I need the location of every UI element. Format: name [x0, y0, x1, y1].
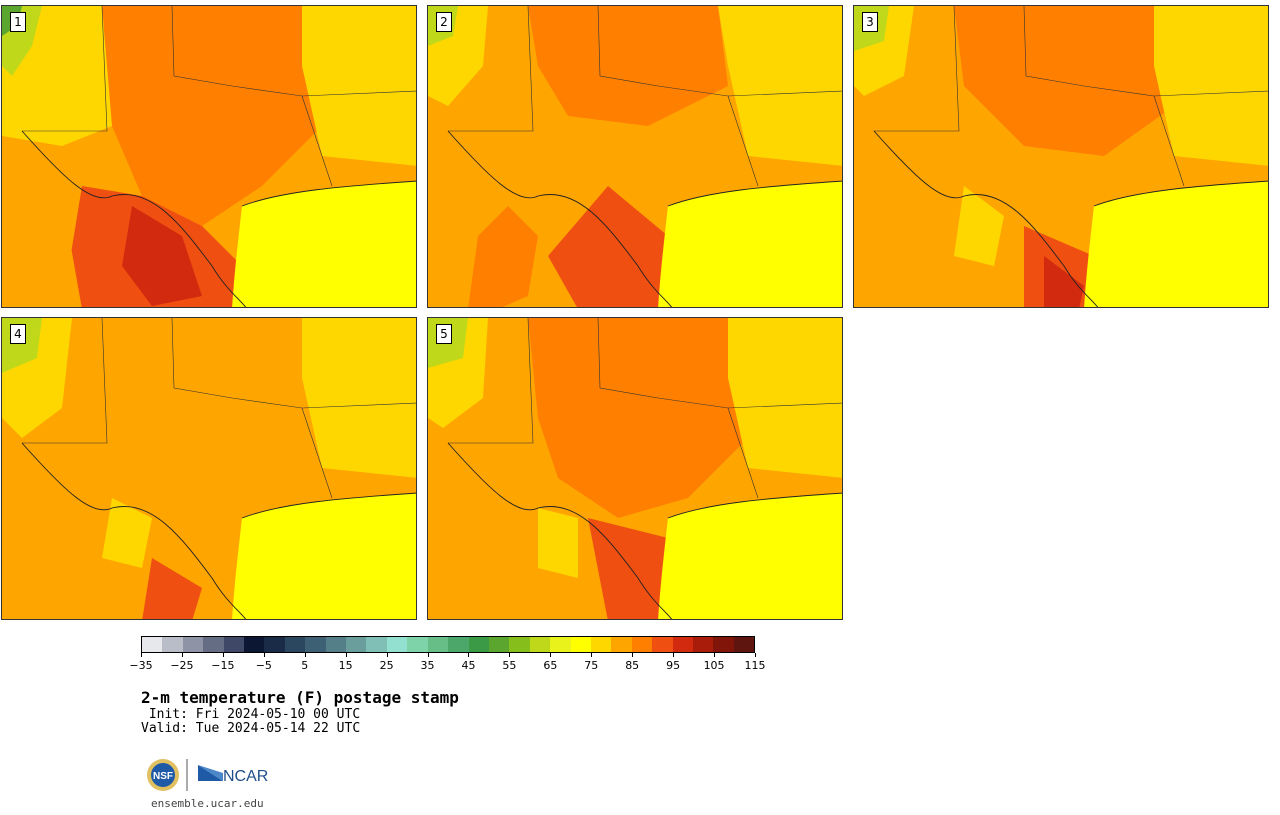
- map-panel-1: 1: [1, 5, 417, 308]
- colorbar-tick-label: −15: [211, 659, 235, 672]
- temperature-map: [428, 318, 842, 619]
- panel-number: 5: [436, 324, 452, 344]
- colorbar-tick: [714, 653, 716, 657]
- colorbar-tick: [345, 653, 347, 657]
- colorbar-cell: [346, 637, 367, 652]
- figure-title: 2-m temperature (F) postage stamp: [141, 688, 459, 707]
- colorbar-cell: [203, 637, 224, 652]
- colorbar-cell: [652, 637, 673, 652]
- colorbar-cell: [386, 637, 408, 652]
- colorbar-tick: [673, 653, 675, 657]
- colorbar-tick-label: 55: [502, 659, 517, 672]
- colorbar-tick: [468, 653, 470, 657]
- colorbar-tick-label: 15: [338, 659, 353, 672]
- colorbar-cell: [182, 637, 204, 652]
- logos: NSF NCAR: [147, 759, 268, 791]
- colorbar-cell: [305, 637, 326, 652]
- colorbar-tick-label: 5: [301, 659, 309, 672]
- colorbar-cell: [223, 637, 245, 652]
- colorbar-cell: [672, 637, 693, 652]
- colorbar-tick: [222, 653, 224, 657]
- colorbar-tick-label: −25: [170, 659, 194, 672]
- colorbar-tick: [755, 653, 756, 657]
- colorbar-tick: [427, 653, 429, 657]
- temperature-map: [428, 6, 842, 307]
- colorbar-tick-label: 65: [543, 659, 558, 672]
- colorbar-cell: [284, 637, 306, 652]
- colorbar-cell: [468, 637, 489, 652]
- nsf-text: NSF: [153, 771, 173, 782]
- nsf-logo: NSF: [147, 759, 179, 791]
- colorbar-cell: [244, 637, 265, 652]
- colorbar-tick: [591, 653, 593, 657]
- colorbar-cell: [488, 637, 510, 652]
- colorbar-tick-label: 95: [666, 659, 681, 672]
- colorbar-ticks: −35 −25 −15 −5 5 15 25 35 45 55 65 75 85 95 105 115: [129, 653, 766, 673]
- colorbar-tick-label: 105: [703, 659, 725, 672]
- temperature-map: [2, 6, 416, 307]
- colorbar-cell: [407, 637, 428, 652]
- colorbar-tick-label: 85: [625, 659, 640, 672]
- panel-number: 2: [436, 12, 452, 32]
- colorbar-tick-label: 45: [461, 659, 476, 672]
- temperature-map: [2, 318, 416, 619]
- colorbar-tick: [386, 653, 388, 657]
- colorbar-cell: [590, 637, 612, 652]
- website-link[interactable]: ensemble.ucar.edu: [151, 797, 264, 810]
- map-panel-2: 2: [427, 5, 843, 308]
- colorbar-cell: [427, 637, 449, 652]
- map-panel-5: 5: [427, 317, 843, 620]
- map-panel-4: 4: [1, 317, 417, 620]
- colorbar-cell: [264, 637, 285, 652]
- map-panel-3: 3: [853, 5, 1269, 308]
- colorbar-cell: [529, 637, 551, 652]
- colorbar-cell: [509, 637, 530, 652]
- colorbar-tick: [141, 653, 142, 657]
- panel-number: 1: [10, 12, 26, 32]
- colorbar-tick-label: 35: [420, 659, 435, 672]
- init-time: Init: Fri 2024-05-10 00 UTC: [141, 707, 361, 722]
- colorbar-cell: [142, 637, 163, 652]
- temperature-colorbar: [141, 636, 755, 653]
- colorbar-tick: [263, 653, 265, 657]
- colorbar-tick: [181, 653, 183, 657]
- temperature-map: [854, 6, 1268, 307]
- colorbar-cell: [631, 637, 653, 652]
- colorbar-cell: [713, 637, 734, 652]
- colorbar-tick: [550, 653, 552, 657]
- colorbar-cell: [550, 637, 571, 652]
- valid-time: Valid: Tue 2024-05-14 22 UTC: [141, 721, 361, 736]
- ncar-text: NCAR: [223, 768, 268, 785]
- panel-number: 3: [862, 12, 878, 32]
- colorbar-tick-label: 25: [379, 659, 394, 672]
- colorbar-tick-label: −35: [129, 659, 153, 672]
- colorbar-cell: [366, 637, 387, 652]
- colorbar-cell: [448, 637, 469, 652]
- ncar-logo: NCAR: [198, 765, 268, 785]
- colorbar-cell: [162, 637, 183, 652]
- colorbar-cell: [692, 637, 714, 652]
- colorbar-tick-label: −5: [255, 659, 272, 672]
- colorbar-tick: [509, 653, 511, 657]
- colorbar-cell: [570, 637, 591, 652]
- colorbar-tick: [304, 653, 306, 657]
- colorbar-tick-label: 75: [584, 659, 599, 672]
- panel-number: 4: [10, 324, 26, 344]
- colorbar-tick: [632, 653, 634, 657]
- colorbar-cell: [325, 637, 347, 652]
- colorbar-cell: [611, 637, 632, 652]
- colorbar-tick-label: 115: [744, 659, 766, 672]
- colorbar-cell: [733, 637, 755, 652]
